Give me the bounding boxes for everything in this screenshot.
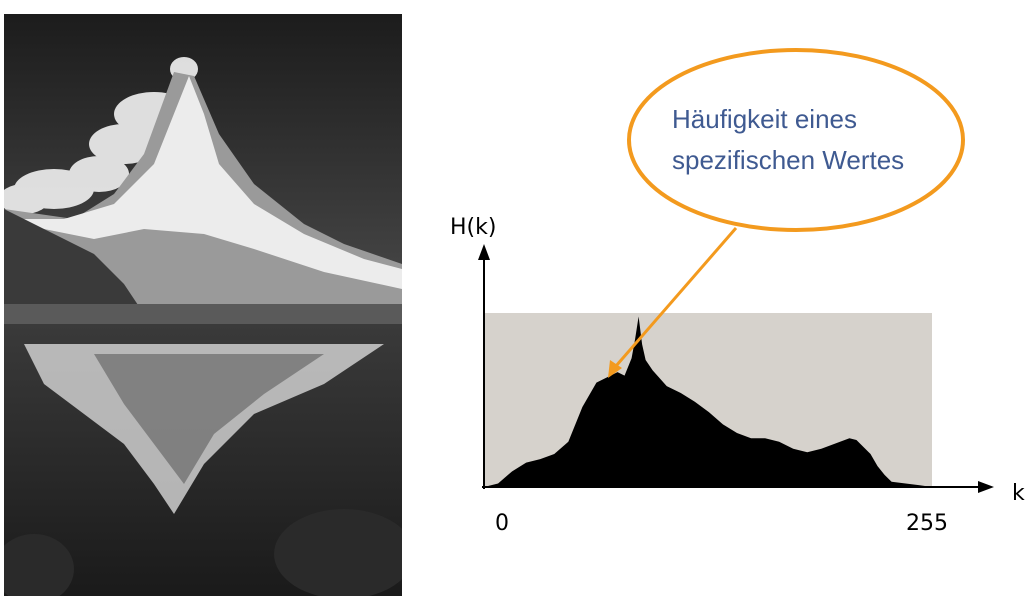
histogram-chart: H(k) k 0 255: [450, 48, 1025, 536]
y-axis-title: H(k): [450, 215, 496, 240]
mountain-shadow: [4, 209, 144, 314]
callout-line-1: Häufigkeit eines: [672, 104, 857, 134]
callout-arrow-line: [614, 227, 738, 367]
x-axis-arrow: [978, 481, 994, 493]
x-tick-min: 0: [495, 511, 509, 536]
callout-text: Häufigkeit eines spezifischen Wertes: [672, 99, 942, 181]
foreground-grass: [274, 509, 402, 596]
mountain-snow: [14, 76, 402, 289]
callout-arrowhead: [608, 360, 622, 378]
y-axis-arrow: [478, 244, 490, 260]
histogram-area: [484, 316, 932, 487]
x-axis-title: k: [1012, 481, 1025, 506]
mountain-photo: [4, 14, 402, 596]
callout-line-2: spezifischen Wertes: [672, 145, 905, 175]
callout-bubble: [627, 48, 965, 232]
x-tick-max: 255: [906, 511, 948, 536]
